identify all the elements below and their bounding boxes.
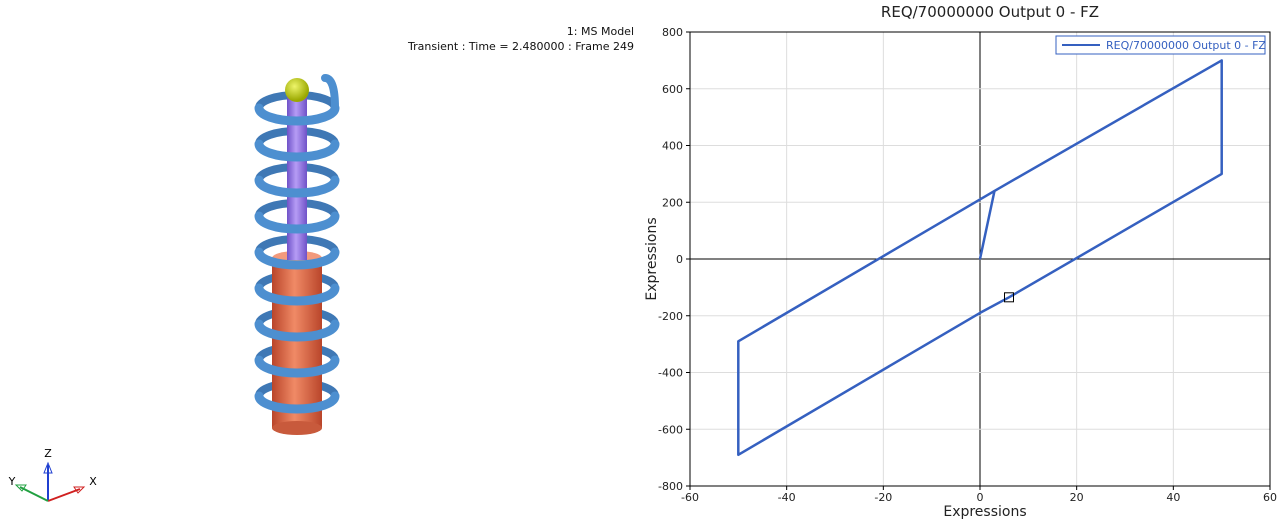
y-axis-title: Expressions	[644, 217, 660, 300]
spring-turn-front	[254, 247, 340, 270]
piston-rod	[287, 92, 307, 260]
data-point	[979, 258, 981, 260]
data-point	[993, 190, 996, 192]
model-viewport[interactable]: 1: MS Model Transient : Time = 2.480000 …	[0, 0, 640, 524]
axis-triad: Z Y X	[8, 447, 97, 502]
damper-cylinder	[272, 258, 322, 428]
model-name: 1: MS Model	[566, 25, 634, 38]
x-arrow-head	[73, 486, 86, 494]
frame-status: Transient : Time = 2.480000 : Frame 249	[408, 40, 634, 53]
spring-turn-front	[254, 283, 340, 306]
data-point	[979, 198, 981, 201]
y-axis-label: Y	[8, 475, 16, 488]
y-tick-label: 600	[662, 83, 683, 96]
model-info: 1: MS Model Transient : Time = 2.480000 …	[408, 24, 634, 54]
spring-turn-front	[254, 139, 340, 162]
y-tick-label: -800	[658, 480, 683, 493]
damper-cylinder-bottom	[272, 421, 322, 435]
data-point	[737, 340, 740, 343]
legend-label: REQ/70000000 Output 0 - FZ	[1106, 39, 1266, 52]
data-point	[1220, 173, 1223, 175]
x-tick-label: 0	[977, 491, 984, 504]
data-point	[737, 453, 740, 456]
y-tick-label: 400	[662, 140, 683, 153]
y-tick-label: 200	[662, 196, 683, 209]
data-point	[979, 312, 981, 314]
series-line-fz	[737, 59, 1223, 457]
chart-ticks: -60 -40 -20 0 20 40 608006004002000-200-400-60…	[658, 26, 1277, 504]
y-tick-label: -400	[658, 367, 683, 380]
cursor-marker[interactable]	[1004, 292, 1014, 303]
x-tick-label: 60	[1263, 491, 1277, 504]
legend-box	[1055, 35, 1266, 55]
x-tick-label: -60	[681, 491, 699, 504]
rod-end-ball	[285, 78, 309, 102]
spring-turn-front	[254, 103, 340, 126]
spring-top-end	[321, 74, 339, 112]
spring-coil-front	[254, 74, 340, 414]
spring-turn-front	[254, 391, 340, 414]
y-tick-label: -600	[658, 423, 683, 436]
z-arrow-head	[43, 461, 53, 474]
xy-plot-panel[interactable]: REQ/70000000 Output 0 - FZ -60 -40 -20 0 20 4…	[640, 0, 1280, 524]
spring-turn-front	[254, 319, 340, 342]
y-tick-label: -200	[658, 310, 683, 323]
x-tick-label: -20	[874, 491, 892, 504]
spring-turn-front	[254, 355, 340, 378]
spring-damper-model[interactable]	[0, 0, 640, 524]
data-point	[1220, 59, 1223, 62]
z-axis-label: Z	[44, 447, 52, 460]
y-tick-label: 800	[662, 26, 683, 39]
chart-series	[737, 59, 1223, 457]
x-axis-arrow	[47, 488, 81, 502]
x-tick-label: 40	[1166, 491, 1180, 504]
x-tick-label: 20	[1070, 491, 1084, 504]
spring-turn-front	[254, 175, 340, 198]
y-tick-label: 0	[676, 253, 683, 266]
x-axis-title: Expressions	[943, 504, 1026, 520]
x-tick-label: -40	[778, 491, 796, 504]
data-point	[1008, 296, 1010, 299]
chart-title: REQ/70000000 Output 0 - FZ	[881, 3, 1099, 21]
y-arrow-head	[14, 484, 27, 492]
x-axis-label: X	[89, 475, 97, 488]
chart-legend[interactable]: REQ/70000000 Output 0 - FZ	[1055, 35, 1266, 55]
spring-turn-front	[254, 211, 340, 234]
y-axis-arrow	[19, 486, 49, 502]
fz-chart[interactable]: REQ/70000000 Output 0 - FZ -60 -40 -20 0 20 4…	[640, 0, 1280, 524]
